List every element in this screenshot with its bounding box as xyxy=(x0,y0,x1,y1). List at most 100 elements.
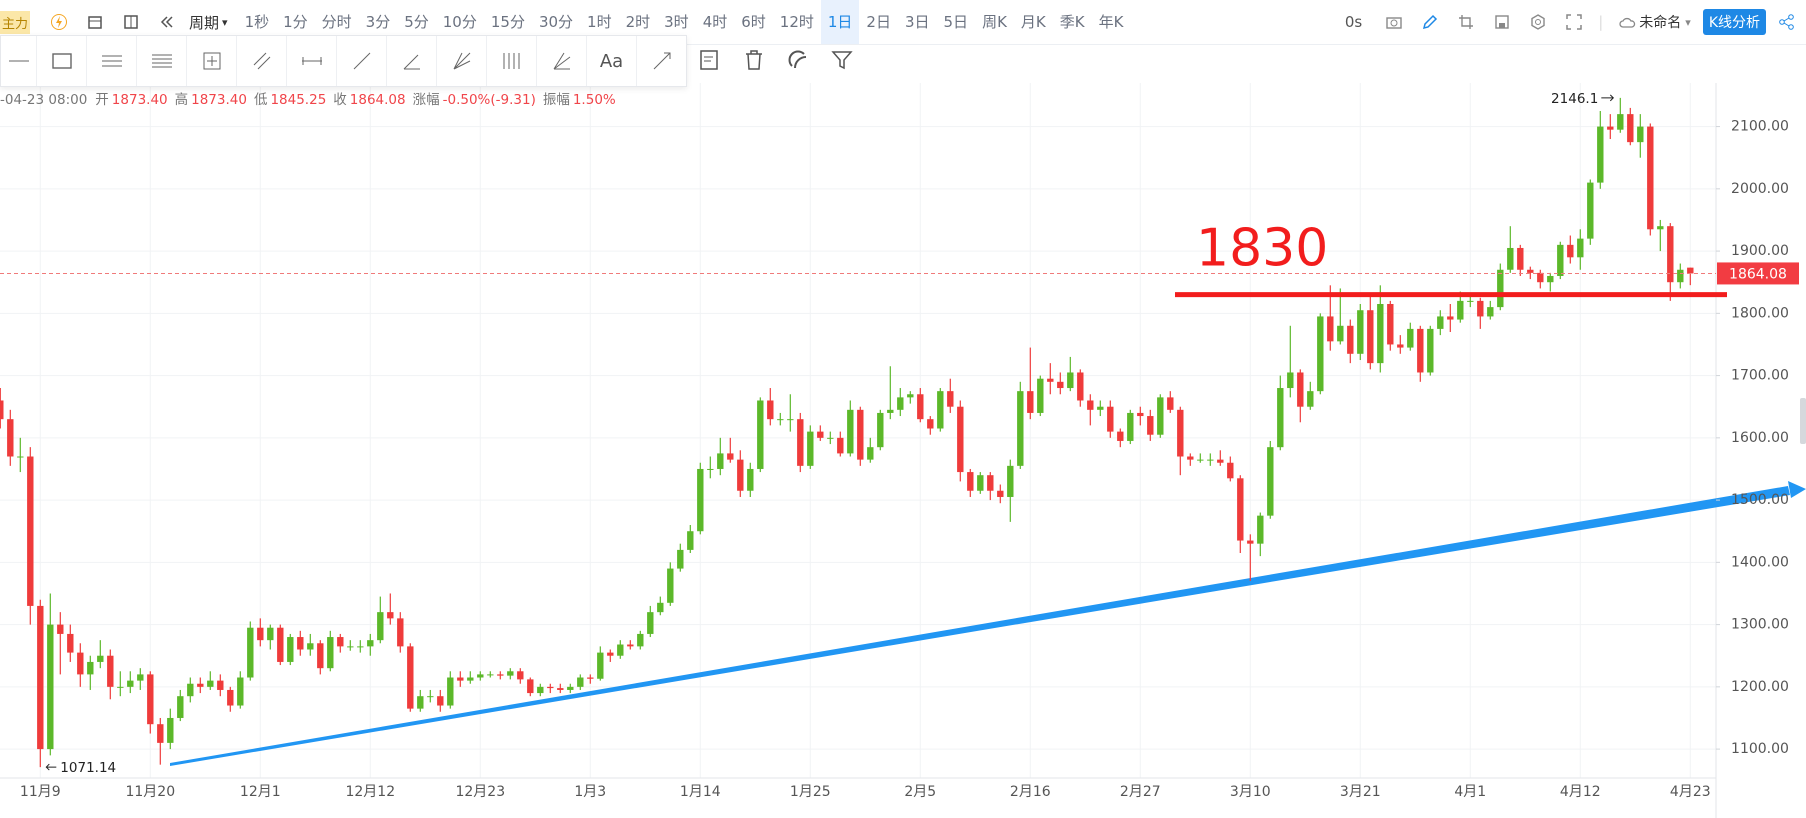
tool-fan[interactable] xyxy=(437,36,487,86)
indicator-tab[interactable]: 主力 xyxy=(0,10,31,34)
candle-body xyxy=(817,431,824,438)
calendar-icon[interactable] xyxy=(86,13,104,31)
trend-line xyxy=(170,486,1790,766)
candle-body xyxy=(517,671,524,680)
tool-measure[interactable] xyxy=(637,36,686,86)
candle-body xyxy=(327,637,334,669)
tool-angle[interactable] xyxy=(387,36,437,86)
candle-body xyxy=(937,391,944,429)
interval-tab[interactable]: 3分 xyxy=(365,13,391,31)
x-tick-label: 1月25 xyxy=(790,784,831,800)
interval-tab[interactable]: 周K xyxy=(982,13,1007,31)
y-tick-label: 1400.00 xyxy=(1731,554,1789,570)
tool-line[interactable] xyxy=(337,36,387,86)
interval-tab[interactable]: 5分 xyxy=(404,13,429,31)
interval-tab[interactable]: 3时 xyxy=(664,13,689,31)
interval-tab[interactable]: 3日 xyxy=(904,13,930,31)
tool-parallel[interactable] xyxy=(237,36,287,86)
tool-box[interactable] xyxy=(187,36,237,86)
candle-body xyxy=(1157,397,1164,435)
tool-segment[interactable] xyxy=(287,36,337,86)
info-bar: -04-23 08:00 开 1873.40 高 1873.40 低 1845.25 收 186… xyxy=(0,88,623,108)
tool-hline[interactable] xyxy=(1,36,37,86)
x-tick-label: 4月1 xyxy=(1454,784,1486,800)
interval-tab[interactable]: 2时 xyxy=(625,13,651,31)
save-icon[interactable] xyxy=(1493,13,1511,31)
candle-body xyxy=(1357,310,1364,354)
tool-glyph xyxy=(353,52,370,70)
candle-body xyxy=(527,679,534,694)
interval-tab[interactable]: 15分 xyxy=(490,13,525,31)
tool-fib[interactable] xyxy=(137,36,187,86)
candle-body xyxy=(487,674,494,676)
share-icon[interactable] xyxy=(1778,13,1796,31)
candle-body xyxy=(317,643,324,669)
interval-tab[interactable]: 年K xyxy=(1098,13,1124,31)
interval-tab[interactable]: 5日 xyxy=(943,13,969,31)
candle-body xyxy=(1397,344,1404,348)
period-menu[interactable]: 周期 xyxy=(189,13,220,32)
candle-body xyxy=(1597,126,1604,183)
trash-icon[interactable] xyxy=(742,48,766,72)
candle-body xyxy=(957,406,964,473)
candle-body xyxy=(1347,325,1354,354)
candle-body xyxy=(647,612,654,634)
interval-tab[interactable]: 1时 xyxy=(587,13,612,31)
analysis-button[interactable]: K线分析 xyxy=(1702,9,1766,35)
candle-body xyxy=(1217,459,1224,463)
candle-body xyxy=(1577,238,1584,258)
interval-tab[interactable]: 1日 xyxy=(820,0,860,44)
level-label: 1830 xyxy=(1196,219,1328,279)
pen-icon[interactable] xyxy=(1421,13,1439,31)
candle-body xyxy=(1117,431,1124,441)
trend-arrow xyxy=(1788,481,1806,498)
note-icon[interactable] xyxy=(698,48,722,72)
candle-body xyxy=(1417,328,1424,373)
candle-body xyxy=(187,683,194,697)
interval-tab[interactable]: 12时 xyxy=(779,13,814,31)
x-tick-label: 3月10 xyxy=(1230,784,1271,800)
tool-pitchfork[interactable] xyxy=(537,36,587,86)
interval-tab[interactable]: 2日 xyxy=(866,13,891,31)
candle-body xyxy=(307,643,314,650)
interval-tab[interactable]: 1分 xyxy=(283,13,308,31)
settings-icon[interactable] xyxy=(1529,13,1547,31)
interval-tab[interactable]: 30分 xyxy=(538,13,574,31)
layout-name[interactable]: 未命名 xyxy=(1639,15,1682,31)
interval-tab[interactable]: 10分 xyxy=(442,13,477,31)
fullscreen-icon[interactable] xyxy=(1565,13,1583,31)
candle-body xyxy=(707,468,714,470)
tool-channel[interactable] xyxy=(87,36,137,86)
cloud-icon[interactable] xyxy=(1618,13,1636,31)
interval-tab[interactable]: 6时 xyxy=(741,13,766,31)
interval-tab[interactable]: 分时 xyxy=(321,13,352,31)
candle-body xyxy=(997,490,1004,497)
tool-cycles[interactable] xyxy=(487,36,537,86)
side-handle[interactable] xyxy=(1800,398,1806,444)
interval-tab[interactable]: 季K xyxy=(1059,13,1085,31)
candle-body xyxy=(717,453,724,469)
interval-tab[interactable]: 1秒 xyxy=(244,13,270,31)
candle-body xyxy=(47,624,54,750)
tool-rect[interactable] xyxy=(37,36,87,86)
crop-icon[interactable] xyxy=(1457,13,1475,31)
filter-icon[interactable] xyxy=(830,48,854,72)
candle-body xyxy=(287,637,294,662)
candle-body xyxy=(97,655,104,662)
y-tick-label: 1800.00 xyxy=(1731,305,1789,321)
interval-tab[interactable]: 月K xyxy=(1020,13,1046,31)
camera-icon[interactable] xyxy=(1385,13,1403,31)
lightning-icon[interactable] xyxy=(50,13,68,31)
tool-text[interactable]: Aa xyxy=(587,36,637,86)
candle-body xyxy=(1607,126,1614,130)
magnet-icon[interactable] xyxy=(786,48,810,72)
tool-glyph xyxy=(453,52,470,70)
layout-icon[interactable] xyxy=(122,13,140,31)
candle-body xyxy=(1137,412,1144,417)
rewind-icon[interactable] xyxy=(158,13,176,31)
candle-body xyxy=(1557,244,1564,276)
candle-body xyxy=(0,400,4,420)
x-tick-label: 1月3 xyxy=(574,784,606,800)
interval-tab[interactable]: 4时 xyxy=(702,13,728,31)
